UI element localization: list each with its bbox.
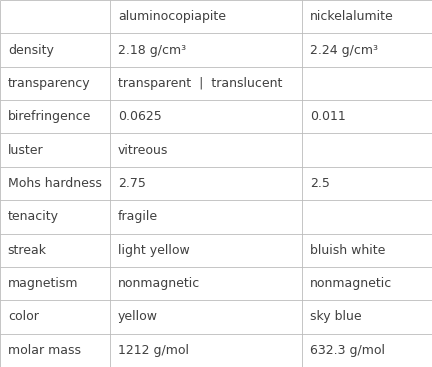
Text: fragile: fragile (118, 210, 158, 224)
Text: color: color (8, 310, 38, 323)
Text: magnetism: magnetism (8, 277, 78, 290)
Text: Mohs hardness: Mohs hardness (8, 177, 102, 190)
Text: 0.011: 0.011 (310, 110, 346, 123)
Text: tenacity: tenacity (8, 210, 59, 224)
Text: bluish white: bluish white (310, 244, 385, 257)
Text: light yellow: light yellow (118, 244, 190, 257)
Text: aluminocopiapite: aluminocopiapite (118, 10, 226, 23)
Text: nonmagnetic: nonmagnetic (310, 277, 392, 290)
Text: 632.3 g/mol: 632.3 g/mol (310, 344, 385, 357)
Text: density: density (8, 44, 54, 57)
Text: nickelalumite: nickelalumite (310, 10, 394, 23)
Text: nonmagnetic: nonmagnetic (118, 277, 200, 290)
Text: vitreous: vitreous (118, 143, 168, 157)
Text: 2.18 g/cm³: 2.18 g/cm³ (118, 44, 186, 57)
Text: birefringence: birefringence (8, 110, 91, 123)
Text: 2.5: 2.5 (310, 177, 330, 190)
Text: 2.75: 2.75 (118, 177, 146, 190)
Text: 1212 g/mol: 1212 g/mol (118, 344, 189, 357)
Text: sky blue: sky blue (310, 310, 362, 323)
Text: molar mass: molar mass (8, 344, 81, 357)
Text: transparent  |  translucent: transparent | translucent (118, 77, 282, 90)
Text: 2.24 g/cm³: 2.24 g/cm³ (310, 44, 378, 57)
Text: luster: luster (8, 143, 43, 157)
Text: yellow: yellow (118, 310, 158, 323)
Text: 0.0625: 0.0625 (118, 110, 162, 123)
Text: streak: streak (8, 244, 47, 257)
Text: transparency: transparency (8, 77, 90, 90)
